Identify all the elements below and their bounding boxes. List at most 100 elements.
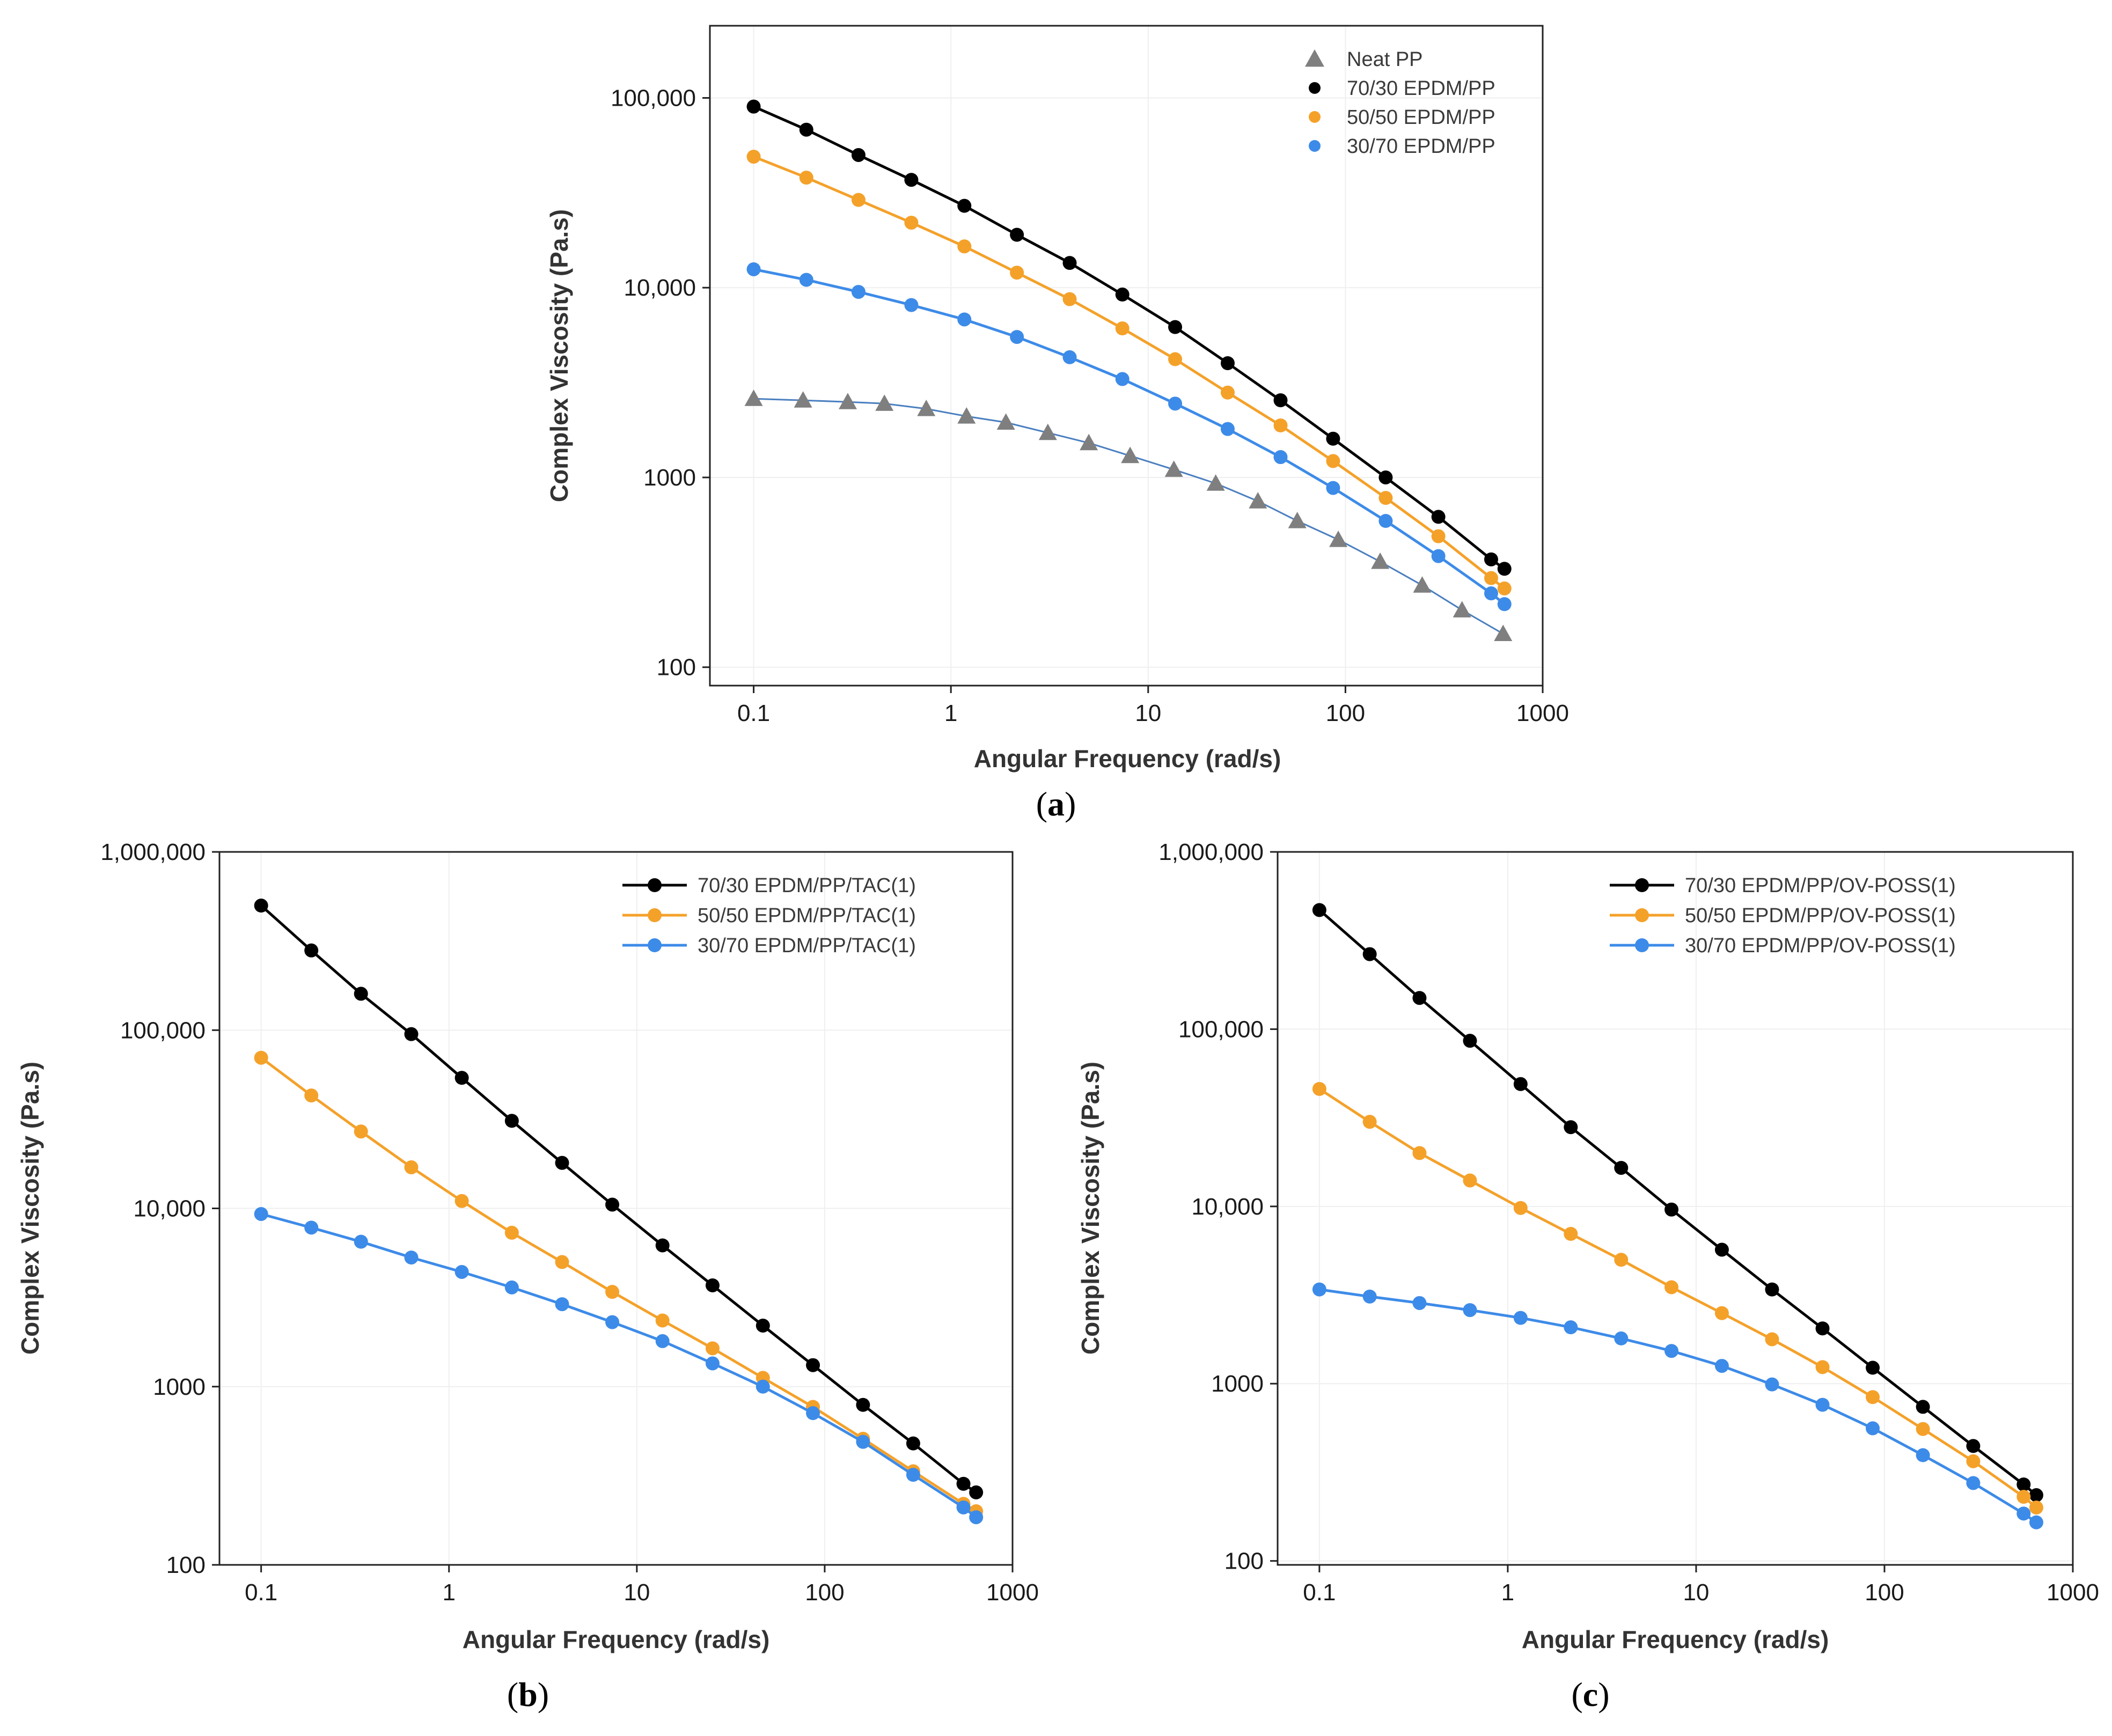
series-30-70-epdm-pp-ov-poss-1- [1312,1282,2043,1529]
data-point [806,1358,820,1372]
data-point [1815,1321,1830,1336]
data-point [1326,454,1340,468]
legend-item: 70/30 EPDM/PP [1309,77,1495,100]
series-line [753,105,1506,570]
data-point [1714,1242,1729,1257]
data-point [605,1285,620,1299]
data-point [304,943,319,958]
data-point [504,1114,519,1128]
data-point [1038,423,1057,440]
legend-marker [1635,908,1649,922]
data-point [957,239,972,254]
x-axis-title: Angular Frequency (rad/s) [974,745,1281,773]
x-tick-label: 100 [1326,700,1365,726]
legend-item: 50/50 EPDM/PP [1309,106,1495,129]
x-tick-label: 1 [1501,1579,1514,1606]
data-point [1714,1306,1729,1320]
x-tick-label: 0.1 [245,1579,277,1606]
data-point [799,273,813,287]
data-point [1062,256,1077,270]
legend: Neat PP 70/30 EPDM/PP 50/50 EPDM/PP 30/70 E… [1305,48,1495,158]
data-point [856,1435,870,1449]
data-point [1513,1077,1528,1091]
data-point [1431,529,1446,543]
data-point [969,1485,984,1499]
data-point [2029,1488,2043,1503]
data-point [1916,1422,1930,1436]
series-50-50-epdm-pp [746,150,1512,595]
data-point [504,1225,519,1240]
data-point [1966,1439,1981,1453]
data-point [1378,514,1393,528]
series-70-30-epdm-pp-ov-poss-1- [1312,903,2043,1503]
data-point [1164,460,1183,477]
chart-panel-c: 0.1 1 10 100 1000 100 1000 10,000 100,000 1,000,0… [1076,839,2099,1713]
data-point [851,148,866,162]
x-tick-label: 10 [624,1579,650,1606]
data-point [1815,1397,1830,1412]
data-point [746,262,761,276]
data-point [1664,1344,1679,1358]
legend-label: 70/30 EPDM/PP/TAC(1) [698,874,916,897]
data-point [1484,552,1498,567]
data-point [2029,1500,2043,1515]
legend-label: 50/50 EPDM/PP/TAC(1) [698,904,916,927]
series-50-50-epdm-pp-ov-poss-1- [1312,1082,2043,1515]
x-tick-label: 10 [1135,700,1161,726]
legend-item: 70/30 EPDM/PP/TAC(1) [622,874,916,897]
x-tick-label: 1000 [2047,1579,2099,1606]
legend-item: 50/50 EPDM/PP/OV-POSS(1) [1610,904,1956,927]
x-tick-label: 0.1 [737,700,770,726]
legend-label: 30/70 EPDM/PP [1347,135,1495,158]
data-point [1412,1146,1427,1160]
data-point [655,1334,670,1348]
data-point [1220,422,1235,436]
data-point [1866,1360,1880,1375]
legend-label: Neat PP [1347,48,1423,71]
data-point [304,1220,319,1235]
data-point [957,198,972,213]
data-point [1412,1296,1427,1310]
y-axis-title: Complex Viscosity (Pa.s) [545,209,573,502]
data-point [1312,903,1326,917]
legend-item: 30/70 EPDM/PP [1309,135,1495,158]
y-tick-label: 10,000 [133,1196,206,1222]
data-point [799,122,813,137]
legend-label: 30/70 EPDM/PP/OV-POSS(1) [1685,935,1956,957]
data-point [605,1315,620,1329]
y-tick-label: 1,000,000 [100,839,206,865]
y-axis-title: Complex Viscosity (Pa.s) [16,1062,44,1355]
y-tick-label: 10,000 [624,275,696,301]
data-point [1168,320,1183,334]
data-point [1765,1332,1779,1347]
series-line [261,1212,977,1519]
data-point [856,1397,870,1412]
legend-marker [1309,82,1321,94]
data-point [1288,512,1307,528]
data-point [1497,562,1512,576]
data-point [1206,474,1225,491]
data-point [744,389,763,406]
data-point [705,1341,720,1356]
data-point [1815,1360,1830,1374]
data-point [1966,1454,1981,1468]
data-point [1463,1173,1477,1188]
data-point [304,1088,319,1103]
data-point [1916,1400,1930,1414]
legend-label: 50/50 EPDM/PP/OV-POSS(1) [1685,904,1956,927]
series-30-70-epdm-pp-tac-1- [254,1207,984,1525]
data-point [1062,292,1077,306]
data-point [605,1197,620,1212]
legend-marker [1305,49,1324,67]
legend-marker [648,938,662,952]
legend-label: 50/50 EPDM/PP [1347,106,1495,129]
data-point [794,391,812,408]
data-point [956,1500,971,1514]
data-point [1062,350,1077,364]
data-point [1866,1421,1880,1436]
data-point [1664,1280,1679,1294]
legend-label: 70/30 EPDM/PP [1347,77,1495,100]
data-point [904,298,919,312]
legend-marker [1309,111,1321,123]
